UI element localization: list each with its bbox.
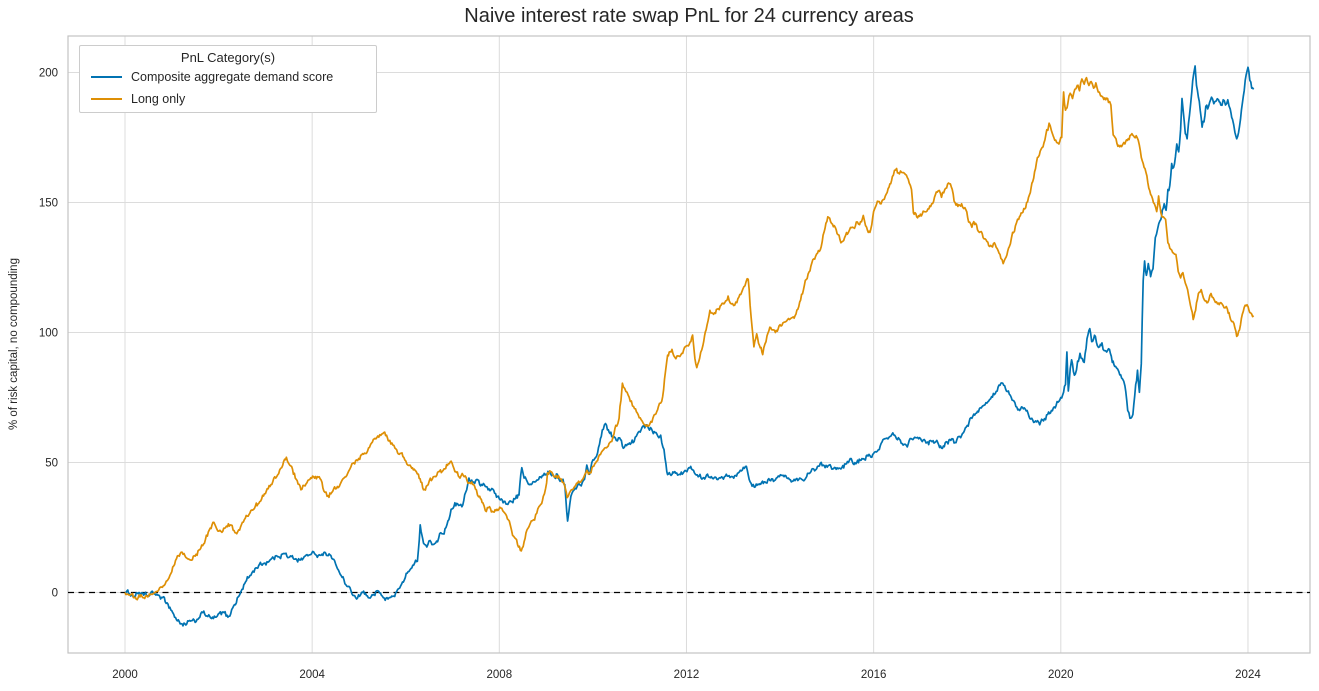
legend-title: PnL Category(s) [180, 50, 276, 65]
legend-label: Composite aggregate demand score [131, 70, 334, 84]
x-tick-label: 2004 [299, 669, 325, 681]
series-path-long-only [124, 76, 1255, 601]
y-tick-label: 50 [45, 458, 58, 470]
x-tick-label: 2008 [487, 669, 513, 681]
y-tick-label: 100 [39, 328, 58, 340]
legend-line-swatch-blue [91, 76, 122, 78]
legend-box: PnL Category(s) Composite aggregate dema… [79, 45, 377, 113]
y-tick-label: 0 [52, 588, 58, 600]
x-tick-label: 2024 [1235, 669, 1261, 681]
x-tick-label: 2016 [861, 669, 887, 681]
x-tick-label: 2012 [674, 669, 700, 681]
legend-label: Long only [131, 92, 186, 106]
plot-border [67, 35, 1311, 654]
series-path-composite-aggregate-demand-score [124, 65, 1255, 627]
x-tick-label: 2000 [112, 669, 138, 681]
x-tick-label: 2020 [1048, 669, 1074, 681]
legend-line-swatch-orange [91, 98, 122, 100]
legend-entry-composite: Composite aggregate demand score [80, 66, 376, 88]
y-tick-label: 150 [39, 198, 58, 210]
y-axis-label: % of risk capital, no compounding [8, 258, 20, 430]
legend-entry-long-only: Long only [80, 88, 376, 110]
y-tick-label: 200 [39, 68, 58, 80]
chart-title: Naive interest rate swap PnL for 24 curr… [464, 5, 914, 27]
